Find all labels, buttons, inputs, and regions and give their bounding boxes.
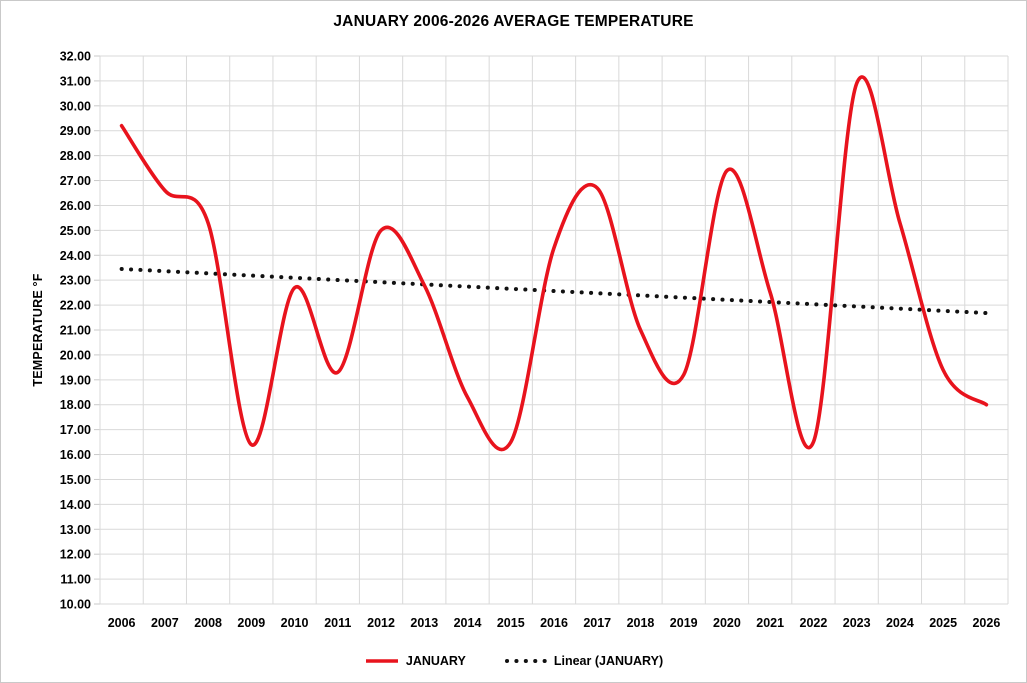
- y-tick-label: 14.00: [60, 498, 91, 512]
- y-tick-label: 27.00: [60, 174, 91, 188]
- x-tick-label: 2024: [886, 616, 914, 630]
- x-tick-label: 2021: [756, 616, 784, 630]
- x-tick-label: 2026: [972, 616, 1000, 630]
- legend-label-january: JANUARY: [405, 654, 466, 668]
- x-tick-label: 2020: [713, 616, 741, 630]
- y-tick-label: 28.00: [60, 149, 91, 163]
- x-tick-label: 2010: [281, 616, 309, 630]
- x-tick-label: 2012: [367, 616, 395, 630]
- y-tick-label: 32.00: [60, 50, 91, 64]
- january-line-swatch-icon: [365, 659, 398, 663]
- legend-item-january: JANUARY: [364, 654, 466, 668]
- y-tick-label: 26.00: [60, 199, 91, 213]
- y-tick-label: 20.00: [60, 348, 91, 362]
- linear-trendline: [119, 266, 989, 316]
- x-tick-label: 2025: [929, 616, 957, 630]
- y-tick-label: 29.00: [60, 124, 91, 138]
- y-tick-label: 17.00: [60, 423, 91, 437]
- x-tick-label: 2023: [843, 616, 871, 630]
- x-tick-label: 2013: [410, 616, 438, 630]
- x-tick-label: 2006: [108, 616, 136, 630]
- linear-dotted-swatch-icon: [504, 659, 547, 663]
- x-tick-label: 2022: [800, 616, 828, 630]
- y-tick-label: 23.00: [60, 274, 91, 288]
- x-tick-label: 2007: [151, 616, 179, 630]
- y-tick-label: 31.00: [60, 74, 91, 88]
- x-tick-label: 2018: [627, 616, 655, 630]
- y-tick-label: 30.00: [60, 99, 91, 113]
- x-tick-label: 2019: [670, 616, 698, 630]
- x-tick-label: 2015: [497, 616, 525, 630]
- legend-label-linear: Linear (JANUARY): [553, 654, 664, 668]
- y-tick-label: 24.00: [60, 249, 91, 263]
- y-tick-label: 22.00: [60, 299, 91, 313]
- y-tick-label: 19.00: [60, 373, 91, 387]
- y-tick-label: 16.00: [60, 448, 91, 462]
- legend-item-linear-january: Linear (JANUARY): [504, 654, 663, 668]
- x-tick-label: 2011: [324, 616, 351, 630]
- x-tick-label: 2009: [237, 616, 265, 630]
- legend: JANUARY Linear (JANUARY): [1, 654, 1026, 668]
- y-tick-label: 15.00: [60, 473, 91, 487]
- x-tick-label: 2017: [583, 616, 611, 630]
- y-tick-label: 25.00: [60, 224, 91, 238]
- x-tick-label: 2016: [540, 616, 568, 630]
- chart-title: JANUARY 2006-2026 AVERAGE TEMPERATURE: [333, 13, 694, 30]
- y-tick-label: 10.00: [60, 598, 91, 612]
- y-tick-label: 21.00: [60, 324, 91, 338]
- y-tick-label: 12.00: [60, 548, 91, 562]
- y-tick-label: 11.00: [60, 573, 91, 587]
- y-tick-label: 13.00: [60, 523, 91, 537]
- y-tick-label: 18.00: [60, 398, 91, 412]
- x-tick-label: 2008: [194, 616, 222, 630]
- temperature-series-line: [119, 75, 989, 452]
- x-tick-label: 2014: [454, 616, 482, 630]
